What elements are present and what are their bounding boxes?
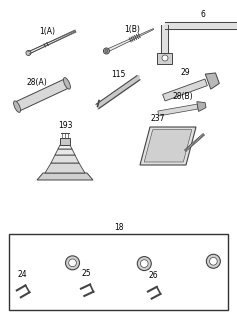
Polygon shape xyxy=(91,261,146,291)
Circle shape xyxy=(103,48,109,54)
Polygon shape xyxy=(163,79,207,101)
Text: 6: 6 xyxy=(200,10,205,19)
Circle shape xyxy=(210,257,217,265)
Circle shape xyxy=(69,259,76,267)
Polygon shape xyxy=(157,259,215,293)
Ellipse shape xyxy=(14,101,21,112)
Polygon shape xyxy=(158,104,198,116)
Ellipse shape xyxy=(64,78,70,89)
Polygon shape xyxy=(15,79,69,111)
Text: 26: 26 xyxy=(149,271,159,280)
Circle shape xyxy=(141,260,148,268)
Polygon shape xyxy=(205,73,219,89)
Text: 18: 18 xyxy=(114,223,123,232)
Text: 115: 115 xyxy=(111,69,125,79)
FancyBboxPatch shape xyxy=(158,52,173,63)
Polygon shape xyxy=(45,163,85,173)
Polygon shape xyxy=(55,149,75,155)
Polygon shape xyxy=(197,102,206,111)
Circle shape xyxy=(162,55,168,61)
Text: 29: 29 xyxy=(180,68,190,76)
Polygon shape xyxy=(106,28,154,52)
Text: 28(A): 28(A) xyxy=(27,78,47,87)
Text: 1(A): 1(A) xyxy=(39,27,55,36)
Circle shape xyxy=(105,50,108,52)
Circle shape xyxy=(206,254,220,268)
Circle shape xyxy=(65,256,80,270)
Circle shape xyxy=(137,257,151,271)
Text: 237: 237 xyxy=(151,114,165,123)
Polygon shape xyxy=(37,173,93,180)
Polygon shape xyxy=(58,145,72,149)
Polygon shape xyxy=(140,127,196,165)
Text: 1(B): 1(B) xyxy=(124,25,140,34)
Polygon shape xyxy=(51,155,79,163)
Polygon shape xyxy=(26,260,74,292)
Text: 24: 24 xyxy=(18,270,27,279)
Polygon shape xyxy=(144,130,192,162)
Circle shape xyxy=(26,51,31,55)
Text: 28(B): 28(B) xyxy=(173,92,193,101)
Text: 25: 25 xyxy=(82,269,91,278)
Polygon shape xyxy=(60,138,70,145)
Bar xyxy=(9,234,228,310)
Text: 193: 193 xyxy=(58,121,72,130)
Polygon shape xyxy=(28,30,76,54)
